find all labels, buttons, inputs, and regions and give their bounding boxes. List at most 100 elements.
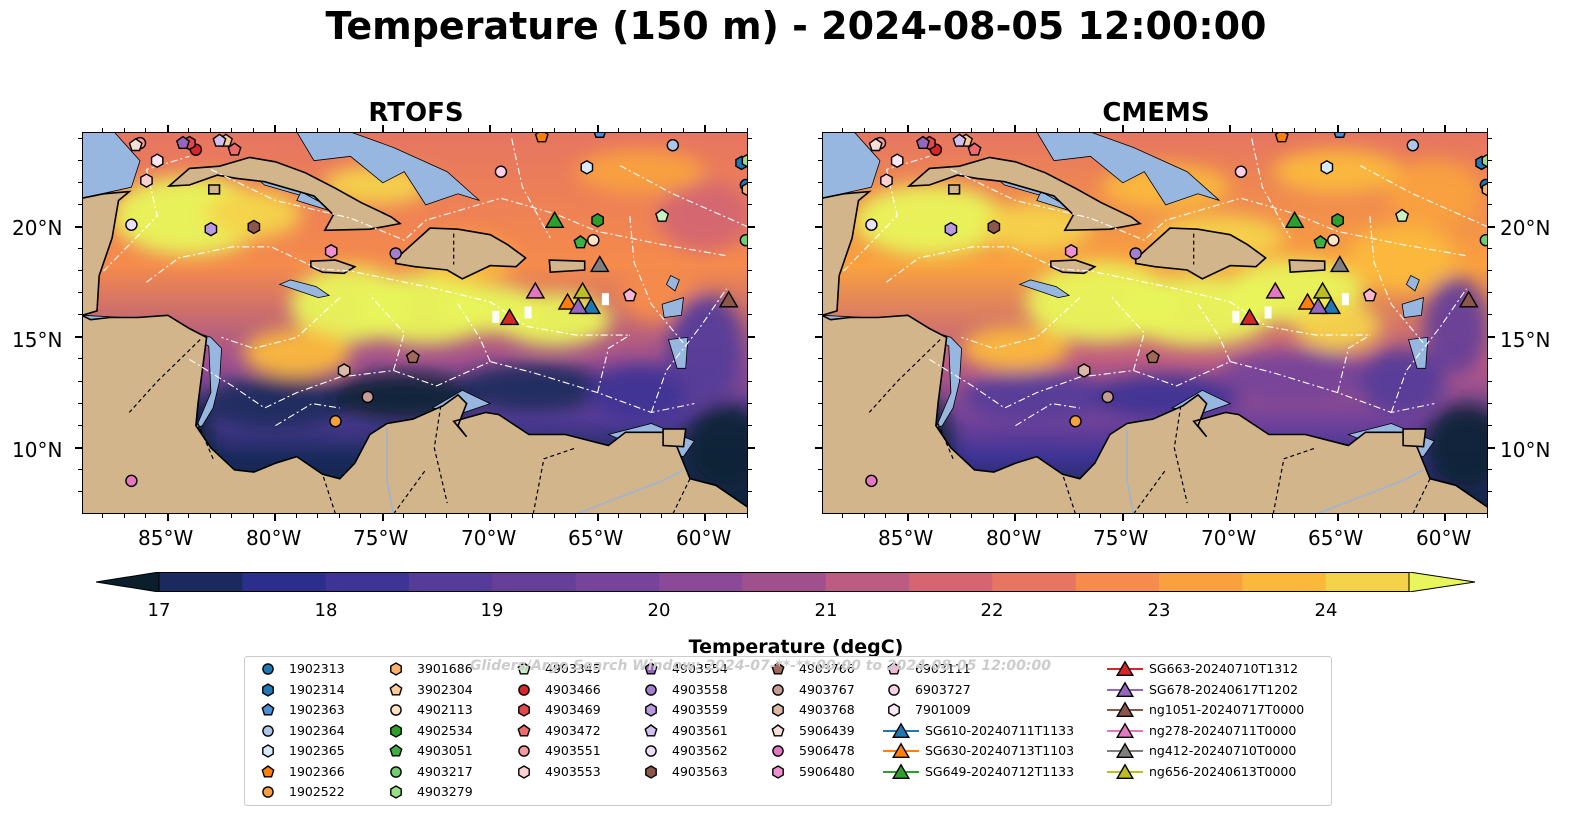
lon-tick-label: 65°W [1308, 526, 1364, 550]
observation-marker [1101, 390, 1114, 404]
axis-tick [424, 128, 426, 132]
legend-marker-icon [645, 703, 657, 717]
observation-marker [1481, 153, 1488, 169]
observation-marker [494, 165, 508, 178]
eez-boundary [189, 358, 695, 413]
legend-marker-icon [390, 704, 402, 716]
axis-tick [1186, 514, 1188, 518]
observation-marker [1129, 247, 1142, 260]
axis-tick [467, 128, 469, 132]
panel-title-cmems: CMEMS [1102, 98, 1210, 128]
axis-tick [818, 248, 822, 250]
legend-marker-icon [262, 744, 274, 758]
observation-marker [204, 221, 218, 237]
axis-tick [1422, 128, 1424, 132]
eez-boundary [929, 358, 1435, 413]
temperature-patch [657, 180, 748, 252]
legend-label: 3902304 [417, 681, 473, 697]
colorbar-tick-label: 22 [980, 600, 1004, 621]
temperature-patch [961, 326, 1070, 371]
legend-marker-icon [772, 764, 784, 779]
lon-tick-label: 60°W [1416, 526, 1472, 550]
axis-tick [231, 128, 233, 132]
observation-marker [175, 135, 190, 150]
legend-marker [518, 745, 530, 757]
shallow-shelf [1407, 336, 1429, 369]
axis-tick [553, 514, 555, 518]
axis-tick [78, 270, 82, 272]
axis-tick [123, 128, 125, 132]
axis-tick [928, 514, 930, 518]
axis-tick [489, 514, 492, 521]
observation-marker [150, 153, 164, 169]
legend-watermark: Gliders/Argo Search Window: 2024-07-**-*… [470, 658, 1051, 674]
axis-tick [78, 181, 82, 183]
axis-tick [252, 128, 254, 132]
axis-tick [1207, 128, 1209, 132]
river [1315, 469, 1424, 514]
legend-marker-icon [645, 745, 657, 757]
axis-tick [489, 125, 492, 132]
axis-tick [748, 380, 752, 382]
missing-data-patch [601, 293, 609, 306]
axis-tick [1014, 125, 1017, 132]
colorbar-bin [1159, 572, 1243, 592]
temperature-patch [243, 328, 351, 378]
axis-tick [1488, 314, 1492, 316]
legend-marker [389, 682, 403, 696]
axis-tick [424, 514, 426, 518]
axis-tick [815, 336, 822, 339]
legend-label: 1902313 [289, 661, 345, 676]
eez-boundary [1015, 403, 1080, 427]
country-border [1272, 447, 1317, 514]
legend-label: 4903559 [672, 702, 728, 717]
missing-data-patch [492, 310, 500, 323]
legend-marker-icon [645, 764, 657, 779]
axis-tick [748, 336, 755, 339]
axis-tick [532, 514, 534, 518]
colorbar-bin [1242, 572, 1327, 592]
legend-label: SG663-20240710T1312 [1149, 661, 1299, 676]
legend-marker-icon [771, 723, 785, 737]
shallow-shelf [822, 132, 881, 199]
temperature-patch [322, 165, 431, 205]
land [310, 259, 357, 275]
legend-marker [771, 662, 785, 675]
legend-marker-icon [261, 764, 275, 778]
legend-marker [517, 662, 531, 675]
axis-tick [75, 225, 82, 228]
axis-tick [818, 468, 822, 470]
legend-marker [390, 765, 402, 778]
legend-marker-icon [1107, 680, 1143, 697]
axis-tick [1488, 358, 1492, 360]
land [166, 156, 402, 232]
axis-tick [1487, 128, 1488, 132]
eez-boundary [1337, 334, 1371, 393]
axis-tick [1014, 514, 1017, 521]
legend-marker [261, 764, 275, 778]
axis-tick [78, 292, 82, 294]
country-border [868, 339, 941, 413]
observation-marker [741, 153, 748, 169]
axis-tick [78, 314, 82, 316]
axis-tick [1100, 128, 1102, 132]
legend-marker [772, 745, 784, 757]
legend-marker [1115, 701, 1135, 717]
observation-marker [557, 292, 578, 310]
colorbar-frame [158, 572, 1410, 592]
axis-tick [1315, 514, 1317, 518]
lat-tick-label: 10°N [1500, 438, 1551, 462]
map-frame [82, 132, 748, 514]
observation-marker [337, 363, 351, 378]
axis-tick [818, 424, 822, 426]
observation-marker [1064, 243, 1078, 259]
axis-tick [1035, 128, 1037, 132]
observation-marker [361, 390, 374, 404]
shallow-shelf [1401, 297, 1424, 318]
legend-marker-icon [772, 703, 784, 717]
legend-marker-icon [883, 762, 919, 779]
eez-boundary [650, 288, 727, 413]
axis-tick [295, 514, 297, 518]
observation-marker [580, 160, 594, 175]
temperature-patch [1423, 403, 1488, 492]
